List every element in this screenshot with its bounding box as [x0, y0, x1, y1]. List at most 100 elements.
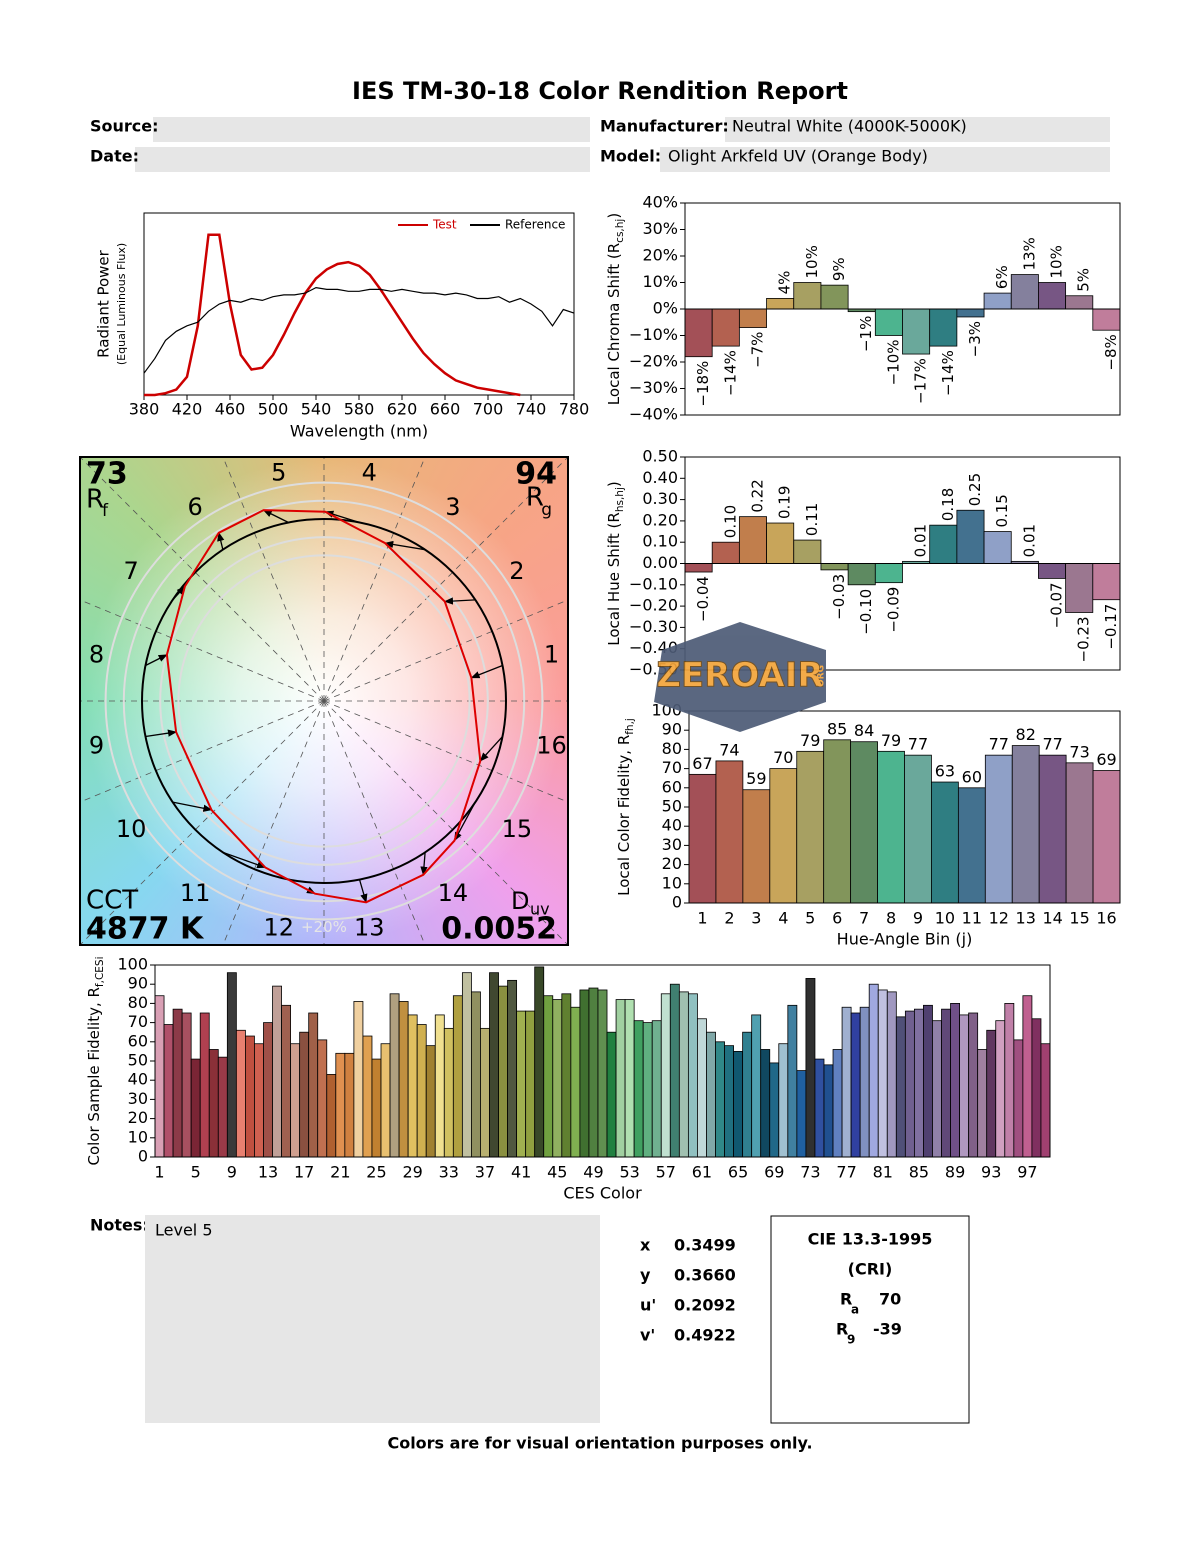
bar — [820, 284, 849, 310]
shift-arrow — [443, 597, 476, 605]
bar — [995, 1020, 1006, 1158]
y-tick-label: 50 — [128, 1051, 148, 1070]
x-tick-label: 380 — [129, 400, 160, 419]
bin-label: 12 — [263, 914, 294, 942]
r9-sub: 9 — [847, 1333, 855, 1347]
bar — [1004, 1003, 1015, 1158]
bar — [904, 1010, 915, 1158]
coord-value: 0.3660 — [674, 1266, 736, 1285]
y-tick-label: 30 — [128, 1089, 148, 1108]
value-label: −0.03 — [830, 574, 848, 620]
y-axis-subtitle: (Equal Luminous Flux) — [115, 243, 128, 365]
y-tick-label: 0.50 — [642, 447, 678, 466]
watermark-text: ZEROAIR — [656, 656, 823, 696]
cri-title: CIE 13.3-1995 — [808, 1230, 933, 1249]
bar — [986, 1029, 997, 1158]
value-label: 0.22 — [748, 479, 766, 512]
bar — [778, 1043, 789, 1158]
value-label-group: 9% — [830, 257, 848, 281]
bar — [480, 1027, 490, 1158]
bar — [1038, 282, 1067, 310]
shift-arrow — [479, 736, 503, 762]
bar — [904, 754, 932, 904]
bar — [163, 1024, 174, 1158]
notes-box — [145, 1215, 600, 1423]
value-label: 10% — [1048, 245, 1066, 278]
shift-arrow — [145, 729, 178, 738]
bar — [684, 563, 713, 573]
value-label-group: −0.07 — [1048, 582, 1066, 628]
bar — [461, 972, 472, 1158]
bar — [913, 1008, 924, 1158]
bar — [724, 1045, 734, 1158]
bar — [443, 1027, 454, 1158]
bar — [738, 308, 767, 328]
value-label: 77 — [908, 735, 928, 754]
rg-value: 94 — [515, 457, 557, 492]
bar — [226, 972, 237, 1158]
bar — [850, 741, 878, 904]
x-tick-label: 29 — [402, 1163, 422, 1182]
field-label: Model: — [600, 147, 661, 166]
value-label-group: 0.10 — [721, 505, 739, 538]
value-label: 79 — [881, 731, 901, 750]
ra-name: R — [840, 1290, 852, 1309]
y-tick-label: 90 — [662, 720, 682, 739]
bin-label: 2 — [509, 557, 524, 585]
bar — [814, 1058, 825, 1158]
bar — [1031, 1018, 1042, 1158]
shift-arrow — [145, 654, 168, 667]
y-tick-label: 60 — [128, 1031, 148, 1050]
field-box — [660, 147, 1110, 172]
value-label: −0.17 — [1102, 604, 1120, 650]
bar — [983, 531, 1012, 564]
x-tick-label: 73 — [800, 1163, 820, 1182]
value-label: 0.15 — [993, 494, 1011, 527]
value-label: 4% — [776, 271, 794, 295]
shift-arrow — [222, 851, 267, 869]
bar — [751, 1014, 762, 1158]
bar — [697, 1018, 707, 1158]
shift-arrow — [470, 664, 503, 679]
x-tick-label: 53 — [619, 1163, 639, 1182]
value-label-group: −8% — [1102, 334, 1120, 370]
x-tick-label: 65 — [728, 1163, 748, 1182]
x-tick-label: 660 — [430, 400, 461, 419]
value-label-group: 13% — [1020, 237, 1038, 270]
bin-label: 9 — [89, 731, 104, 759]
bar — [931, 781, 959, 904]
bar — [796, 1070, 807, 1158]
duv-name: D — [511, 887, 529, 915]
bar — [507, 979, 518, 1158]
x-tick-label: 740 — [516, 400, 547, 419]
bar — [317, 1039, 328, 1158]
y-tick-label: 70 — [128, 1012, 148, 1031]
x-tick-label: 5 — [191, 1163, 201, 1182]
bar — [766, 522, 795, 564]
value-label-group: 0.11 — [803, 503, 821, 536]
bin-label: 10 — [116, 815, 147, 843]
shift-arrow — [262, 509, 289, 524]
value-label-group: 0.15 — [993, 494, 1011, 527]
y-tick-label: 80 — [662, 739, 682, 758]
x-tick-label: 10 — [935, 909, 955, 928]
bar — [742, 1031, 753, 1158]
cri-subtitle: (CRI) — [848, 1260, 893, 1279]
bin-label: 5 — [271, 458, 286, 486]
series-line — [143, 286, 575, 374]
bar — [208, 1049, 219, 1158]
coord-value: 0.2092 — [674, 1296, 736, 1315]
bar — [588, 987, 599, 1158]
bar — [877, 750, 905, 904]
x-tick-label: 14 — [1042, 909, 1062, 928]
bar — [579, 989, 590, 1158]
bar — [543, 995, 554, 1158]
bin-label: 1 — [544, 641, 559, 669]
rf-name: R — [86, 485, 104, 515]
bar — [832, 1049, 843, 1158]
x-tick-label: 81 — [873, 1163, 893, 1182]
x-tick-label: 93 — [981, 1163, 1001, 1182]
value-label-group: 4% — [776, 271, 794, 295]
ra-value: 70 — [879, 1290, 901, 1309]
